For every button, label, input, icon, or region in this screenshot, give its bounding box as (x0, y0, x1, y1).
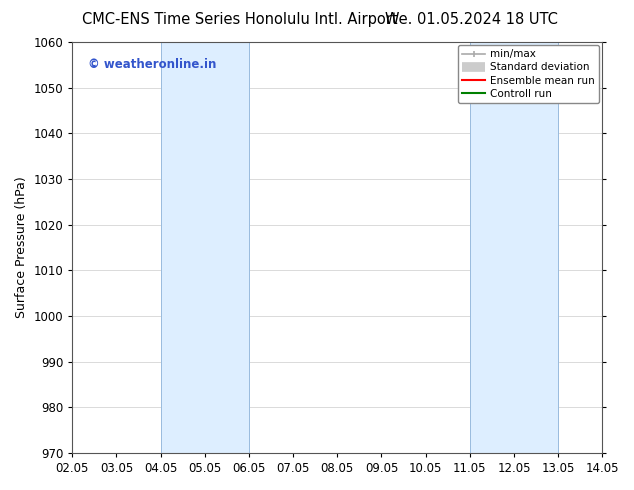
Text: We. 01.05.2024 18 UTC: We. 01.05.2024 18 UTC (385, 12, 558, 27)
Bar (470, 42, 558, 453)
Text: CMC-ENS Time Series Honolulu Intl. Airport: CMC-ENS Time Series Honolulu Intl. Airpo… (82, 12, 398, 27)
Y-axis label: Surface Pressure (hPa): Surface Pressure (hPa) (15, 176, 28, 318)
Bar (160, 42, 249, 453)
Legend: min/max, Standard deviation, Ensemble mean run, Controll run: min/max, Standard deviation, Ensemble me… (458, 45, 599, 103)
Text: © weatheronline.in: © weatheronline.in (88, 58, 217, 72)
